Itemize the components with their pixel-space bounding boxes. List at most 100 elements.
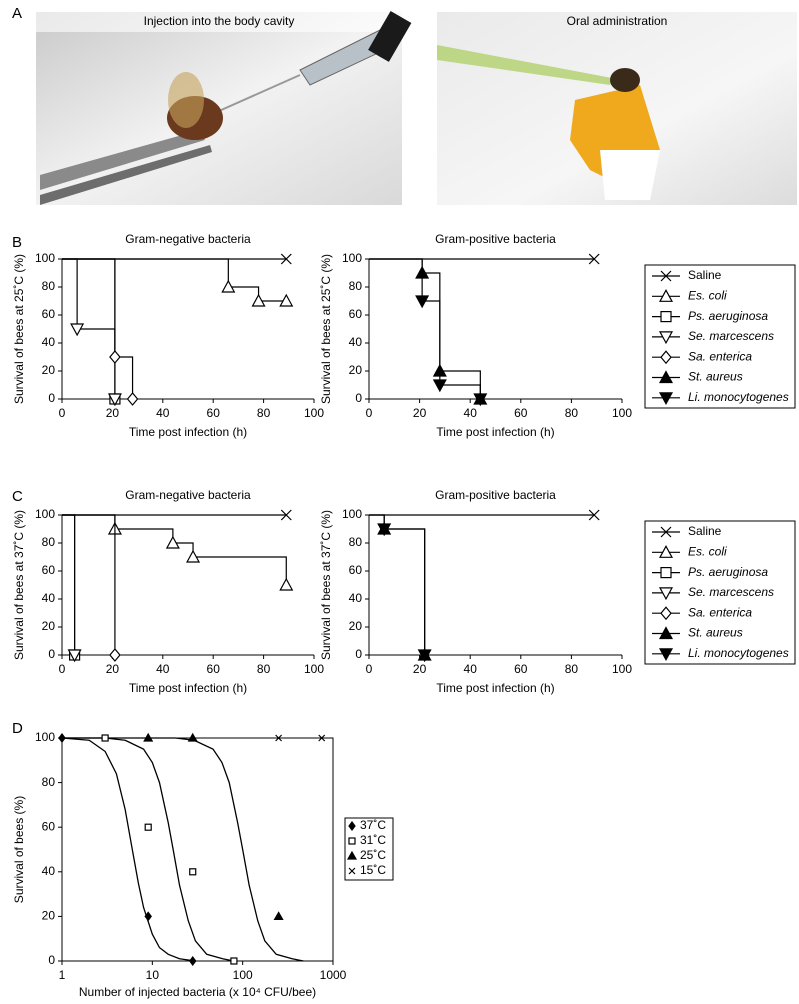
- y-tick-label: 80: [349, 535, 363, 549]
- survival-step-line: [369, 258, 481, 399]
- marker: [221, 279, 236, 293]
- x-tick-label: 0: [59, 662, 66, 676]
- marker: [109, 350, 121, 364]
- marker: [144, 823, 152, 831]
- y-tick-label: 40: [42, 591, 56, 605]
- marker: [280, 509, 292, 521]
- marker: [658, 648, 674, 662]
- y-tick-label: 0: [355, 391, 362, 405]
- marker: [658, 587, 674, 601]
- legend-label: Li. monocytogenes: [688, 390, 789, 404]
- marker: [318, 734, 326, 742]
- marker: [107, 393, 122, 407]
- y-tick-label: 60: [42, 307, 56, 321]
- survival-step-line: [369, 258, 481, 399]
- y-tick-label: 40: [349, 591, 363, 605]
- legend-label: Saline: [688, 268, 722, 282]
- y-tick-label: 0: [355, 647, 362, 661]
- photo-caption: Oral administration: [567, 14, 668, 28]
- fit-curve: [62, 737, 304, 962]
- marker: [109, 648, 121, 662]
- x-axis-label: Number of injected bacteria (x 10⁴ CFU/b…: [79, 985, 316, 999]
- x-axis-label: Time post infection (h): [129, 425, 247, 439]
- y-axis-label: Survival of bees at 25˚C (%): [12, 254, 26, 404]
- marker: [473, 393, 488, 407]
- chart-title: Gram-positive bacteria: [435, 232, 556, 246]
- marker: [658, 545, 674, 558]
- y-axis-label: Survival of bees (%): [12, 796, 26, 903]
- x-tick-label: 20: [413, 406, 427, 420]
- survival-step-line: [369, 514, 426, 655]
- marker: [658, 289, 674, 302]
- marker: [189, 868, 197, 876]
- survival-step-line: [62, 258, 287, 302]
- legend-label: Saline: [688, 524, 722, 538]
- legend-label: 37˚C: [360, 818, 386, 832]
- x-tick-label: 1000: [320, 968, 347, 982]
- legend-label: Sa. enterica: [688, 349, 752, 363]
- legend-label: Ps. aeruginosa: [688, 309, 768, 323]
- y-tick-label: 0: [48, 391, 55, 405]
- plot-frame: [61, 737, 334, 962]
- x-tick-label: 60: [207, 406, 221, 420]
- marker: [275, 734, 283, 742]
- x-tick-label: 10: [146, 968, 160, 982]
- marker: [70, 323, 85, 337]
- photo-injection: [36, 10, 412, 205]
- marker: [377, 523, 392, 537]
- y-tick-label: 100: [35, 507, 55, 521]
- marker: [660, 606, 672, 621]
- x-axis-label: Time post infection (h): [129, 681, 247, 695]
- marker: [588, 253, 600, 265]
- y-tick-label: 100: [35, 251, 55, 265]
- y-tick-label: 60: [42, 563, 56, 577]
- x-tick-label: 40: [464, 406, 478, 420]
- marker: [348, 821, 356, 831]
- marker: [658, 392, 674, 406]
- marker: [660, 311, 672, 323]
- legend-label: 31˚C: [360, 833, 386, 847]
- survival-step-line: [369, 514, 426, 655]
- x-tick-label: 0: [59, 406, 66, 420]
- chart-title: Gram-negative bacteria: [125, 488, 251, 502]
- fit-curve: [62, 737, 235, 962]
- marker: [348, 837, 356, 845]
- survival-step-line: [62, 514, 76, 655]
- x-tick-label: 0: [366, 662, 373, 676]
- marker: [415, 295, 430, 309]
- x-tick-label: 100: [304, 662, 324, 676]
- marker: [279, 293, 294, 307]
- y-tick-label: 80: [42, 535, 56, 549]
- y-tick-label: 20: [349, 363, 363, 377]
- marker: [658, 331, 674, 345]
- marker: [101, 734, 109, 742]
- fit-curve: [61, 737, 196, 962]
- panel-label: D: [12, 720, 23, 737]
- x-tick-label: 100: [612, 662, 632, 676]
- marker: [660, 270, 672, 282]
- y-tick-label: 20: [42, 363, 56, 377]
- legend-label: Es. coli: [688, 288, 727, 302]
- y-tick-label: 80: [349, 279, 363, 293]
- y-tick-label: 100: [342, 251, 362, 265]
- y-tick-label: 0: [48, 647, 55, 661]
- y-tick-label: 20: [349, 619, 363, 633]
- survival-step-line: [62, 514, 116, 655]
- marker: [658, 370, 674, 384]
- marker: [251, 293, 266, 307]
- legend-label: Ps. aeruginosa: [688, 565, 768, 579]
- chart-title: Gram-negative bacteria: [125, 232, 251, 246]
- marker: [660, 566, 672, 579]
- x-tick-label: 40: [156, 406, 170, 420]
- x-tick-label: 40: [464, 662, 478, 676]
- legend-label: Es. coli: [688, 544, 727, 558]
- x-tick-label: 60: [514, 406, 528, 420]
- x-tick-label: 40: [156, 662, 170, 676]
- chart-title: Gram-positive bacteria: [435, 488, 556, 502]
- y-tick-label: 60: [349, 563, 363, 577]
- legend-label: 15˚C: [360, 863, 386, 877]
- legend-label: Sa. enterica: [688, 605, 752, 619]
- survival-step-line: [62, 514, 287, 585]
- marker: [660, 350, 672, 365]
- marker: [143, 732, 154, 742]
